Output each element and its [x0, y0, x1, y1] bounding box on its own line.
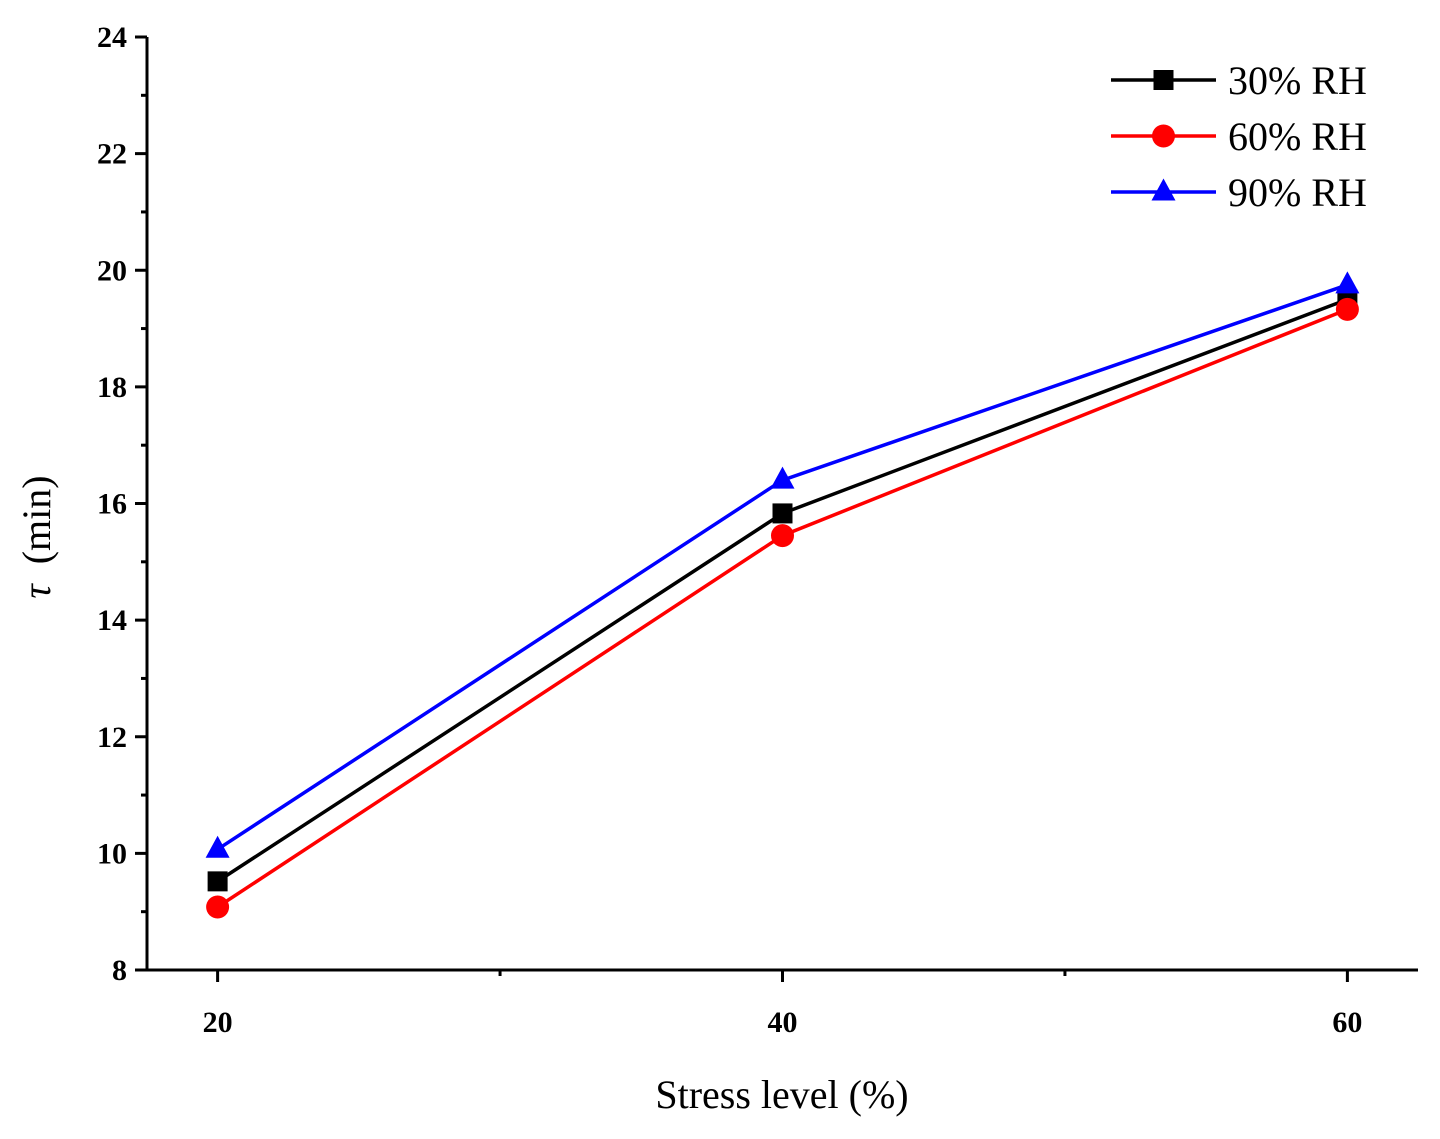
- axes: 8 10 12 14 16 18 20 22 24 20 40 60: [97, 21, 1418, 1039]
- y-tick-label: 22: [97, 138, 127, 171]
- legend: 30% RH 60% RH 90% RH: [1111, 58, 1367, 215]
- legend-label: 90% RH: [1228, 170, 1367, 215]
- legend-item: 30% RH: [1111, 58, 1367, 103]
- y-tick-label: 16: [97, 488, 127, 521]
- y-tick-label: 14: [97, 604, 127, 637]
- data-point: [206, 895, 230, 919]
- series-60-rh: [206, 297, 1359, 919]
- x-axis-title: Stress level (%): [655, 1072, 908, 1117]
- y-axis-title: τ (min): [14, 475, 59, 598]
- y-tick-label: 24: [97, 21, 127, 54]
- data-point: [205, 835, 230, 858]
- data-point: [770, 466, 795, 489]
- legend-label: 30% RH: [1228, 58, 1367, 103]
- data-point: [772, 503, 793, 524]
- y-axis-title-unit: (min): [14, 475, 59, 564]
- x-tick-label: 40: [768, 1006, 798, 1039]
- y-tick-label: 10: [97, 837, 127, 870]
- data-point: [1335, 297, 1359, 321]
- series-line: [216, 307, 1349, 909]
- legend-marker: [1153, 70, 1174, 90]
- legend-marker: [1152, 124, 1175, 148]
- series-layer: [205, 271, 1360, 919]
- data-point: [207, 871, 228, 892]
- legend-item: 60% RH: [1111, 114, 1367, 159]
- data-point: [771, 524, 794, 548]
- y-tick-label: 18: [97, 371, 127, 404]
- legend-label: 60% RH: [1228, 114, 1367, 159]
- data-point: [1335, 271, 1360, 294]
- x-tick-label: 60: [1332, 1006, 1362, 1039]
- series-line: [216, 283, 1348, 851]
- legend-item: 90% RH: [1111, 170, 1367, 215]
- series-90-rh: [205, 271, 1360, 858]
- x-tick-label: 20: [203, 1006, 233, 1039]
- y-tick-label: 20: [97, 254, 127, 287]
- y-tick-label: 12: [97, 721, 127, 754]
- legend-marker: [1151, 178, 1176, 201]
- y-axis-title-symbol: τ: [14, 583, 59, 599]
- y-tick-label: 8: [112, 954, 127, 987]
